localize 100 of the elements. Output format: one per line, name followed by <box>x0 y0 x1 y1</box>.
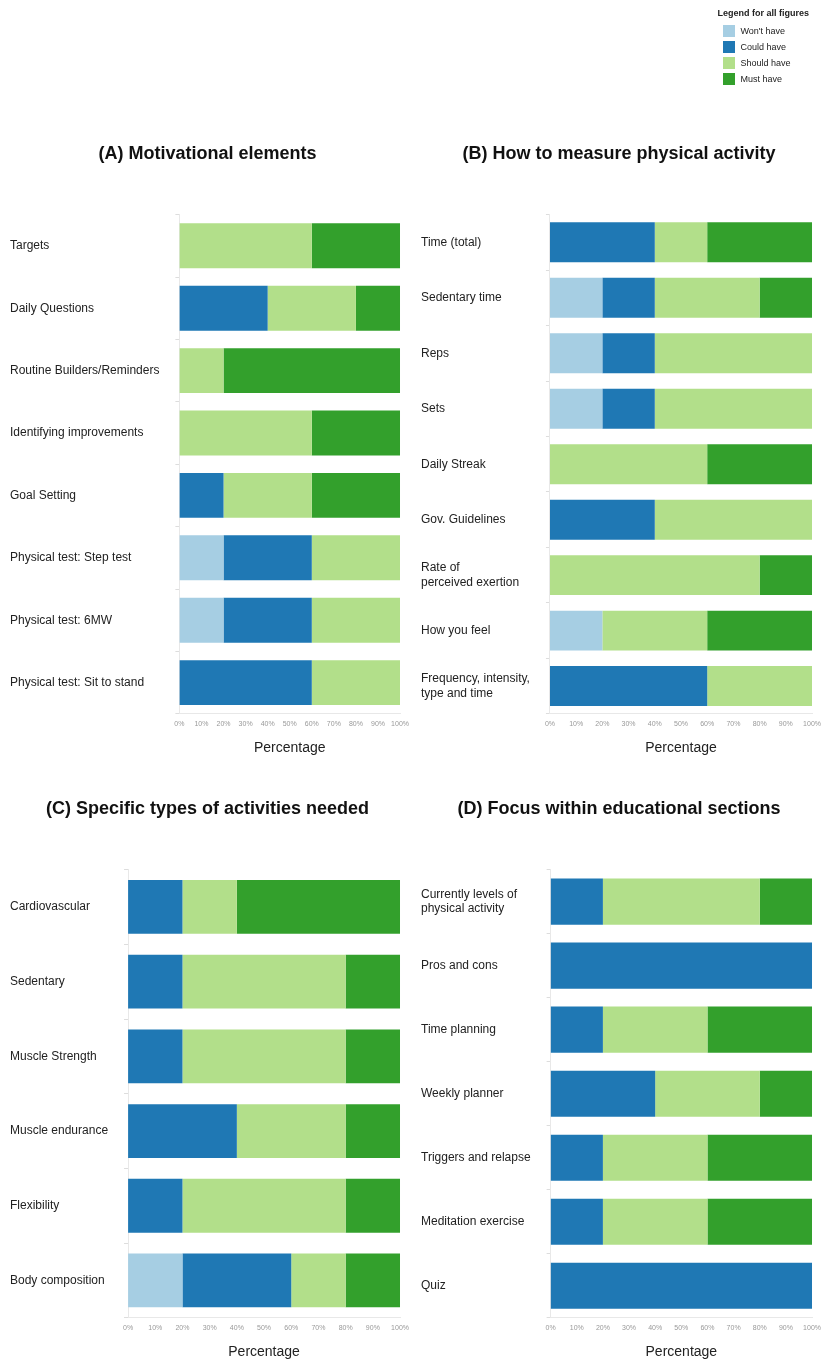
bar <box>345 1178 401 1233</box>
chart-title: (A) Motivational elements <box>98 142 317 163</box>
bar <box>550 1262 813 1309</box>
bar <box>236 1104 346 1158</box>
bar <box>182 954 346 1009</box>
bar <box>355 285 401 331</box>
bar <box>550 1134 603 1181</box>
bar <box>223 535 312 581</box>
bar <box>128 1104 237 1158</box>
y-tick-label: Rate of perceived exertion <box>421 560 520 589</box>
bar <box>550 942 813 989</box>
bar <box>128 880 183 934</box>
bar <box>602 1006 708 1053</box>
bar <box>345 1104 401 1158</box>
bar <box>602 1134 708 1181</box>
y-tick-label: Physical test: 6MW <box>10 612 113 627</box>
bar <box>759 1070 813 1117</box>
chart-title: (B) How to measure physical activity <box>462 142 776 163</box>
bar <box>655 1070 760 1117</box>
bar <box>179 535 224 581</box>
y-tick-label: How you feel <box>421 622 491 637</box>
bar <box>223 472 312 518</box>
bar <box>311 472 401 518</box>
bar <box>223 348 401 394</box>
bar <box>550 878 603 925</box>
x-axis-title: Percentage <box>228 1343 301 1360</box>
legend-label: Won't have <box>740 26 786 36</box>
bar <box>549 444 708 485</box>
bar <box>179 348 224 394</box>
y-tick-label: Goal Setting <box>10 487 77 502</box>
bar <box>311 410 401 456</box>
bar <box>179 597 224 643</box>
y-tick-label: Cardiovascular <box>10 899 91 914</box>
bar <box>182 1029 346 1084</box>
bar <box>345 1029 401 1084</box>
bar <box>707 444 813 485</box>
bar <box>179 660 312 706</box>
bar <box>654 333 813 374</box>
y-tick-label: Physical test: Step test <box>10 550 133 565</box>
bar <box>759 277 813 318</box>
bar <box>759 878 813 925</box>
y-tick-label: Time planning <box>421 1021 496 1036</box>
x-axis-title: Percentage <box>253 739 326 756</box>
bar <box>311 597 401 643</box>
legend-title: Legend for all figures <box>717 8 809 18</box>
bar <box>654 222 708 263</box>
bar <box>550 1198 603 1245</box>
bar <box>549 666 708 707</box>
bar <box>550 1006 603 1053</box>
y-tick-label: Sedentary time <box>421 290 503 305</box>
y-tick-label: Targets <box>10 238 50 253</box>
y-tick-label: Identifying improvements <box>10 425 144 440</box>
bar <box>602 333 655 374</box>
y-tick-label: Muscle endurance <box>10 1123 109 1138</box>
bar <box>549 388 603 429</box>
chart-title: (C) Specific types of activities needed <box>45 797 370 818</box>
bar <box>707 222 813 263</box>
bar <box>654 388 813 429</box>
y-tick-label: Daily Questions <box>10 300 95 315</box>
y-tick-label: Muscle Strength <box>10 1048 97 1063</box>
y-tick-label: Frequency, intensity, type and time <box>421 671 530 700</box>
bar <box>179 223 312 269</box>
y-tick-label: Currently levels of physical activity <box>421 886 518 916</box>
bar <box>179 472 224 518</box>
bar <box>602 610 708 651</box>
chart-title: (D) Focus within educational sections <box>457 797 781 818</box>
y-tick-label: Quiz <box>421 1278 446 1293</box>
bar <box>311 660 401 706</box>
bar <box>602 878 760 925</box>
bar <box>654 499 813 540</box>
bar <box>291 1253 346 1308</box>
bar <box>311 535 401 581</box>
bar <box>236 880 401 934</box>
bar <box>128 1029 183 1084</box>
bar <box>179 410 312 456</box>
bar <box>707 1134 813 1181</box>
bar <box>549 277 603 318</box>
bar <box>182 1253 292 1308</box>
bar <box>182 880 237 934</box>
bar <box>311 223 401 269</box>
y-tick-label: Meditation exercise <box>421 1214 525 1229</box>
y-tick-label: Sets <box>421 401 446 416</box>
bar <box>128 1253 183 1308</box>
y-tick-label: Pros and cons <box>421 957 498 972</box>
bar <box>345 1253 401 1308</box>
y-tick-label: Time (total) <box>421 234 482 249</box>
bar <box>602 388 655 429</box>
y-tick-label: Body composition <box>10 1272 105 1287</box>
y-tick-label: Triggers and relapse <box>421 1150 531 1165</box>
legend-label: Could have <box>740 42 787 52</box>
bar <box>267 285 356 331</box>
y-tick-label: Gov. Guidelines <box>421 511 506 526</box>
y-tick-label: Flexibility <box>10 1198 60 1213</box>
bar <box>707 666 813 707</box>
legend-label: Must have <box>740 74 783 84</box>
bar <box>182 1178 346 1233</box>
x-axis-title: Percentage <box>645 1343 718 1360</box>
bar <box>223 597 312 643</box>
bar <box>759 555 813 596</box>
bar <box>654 277 760 318</box>
